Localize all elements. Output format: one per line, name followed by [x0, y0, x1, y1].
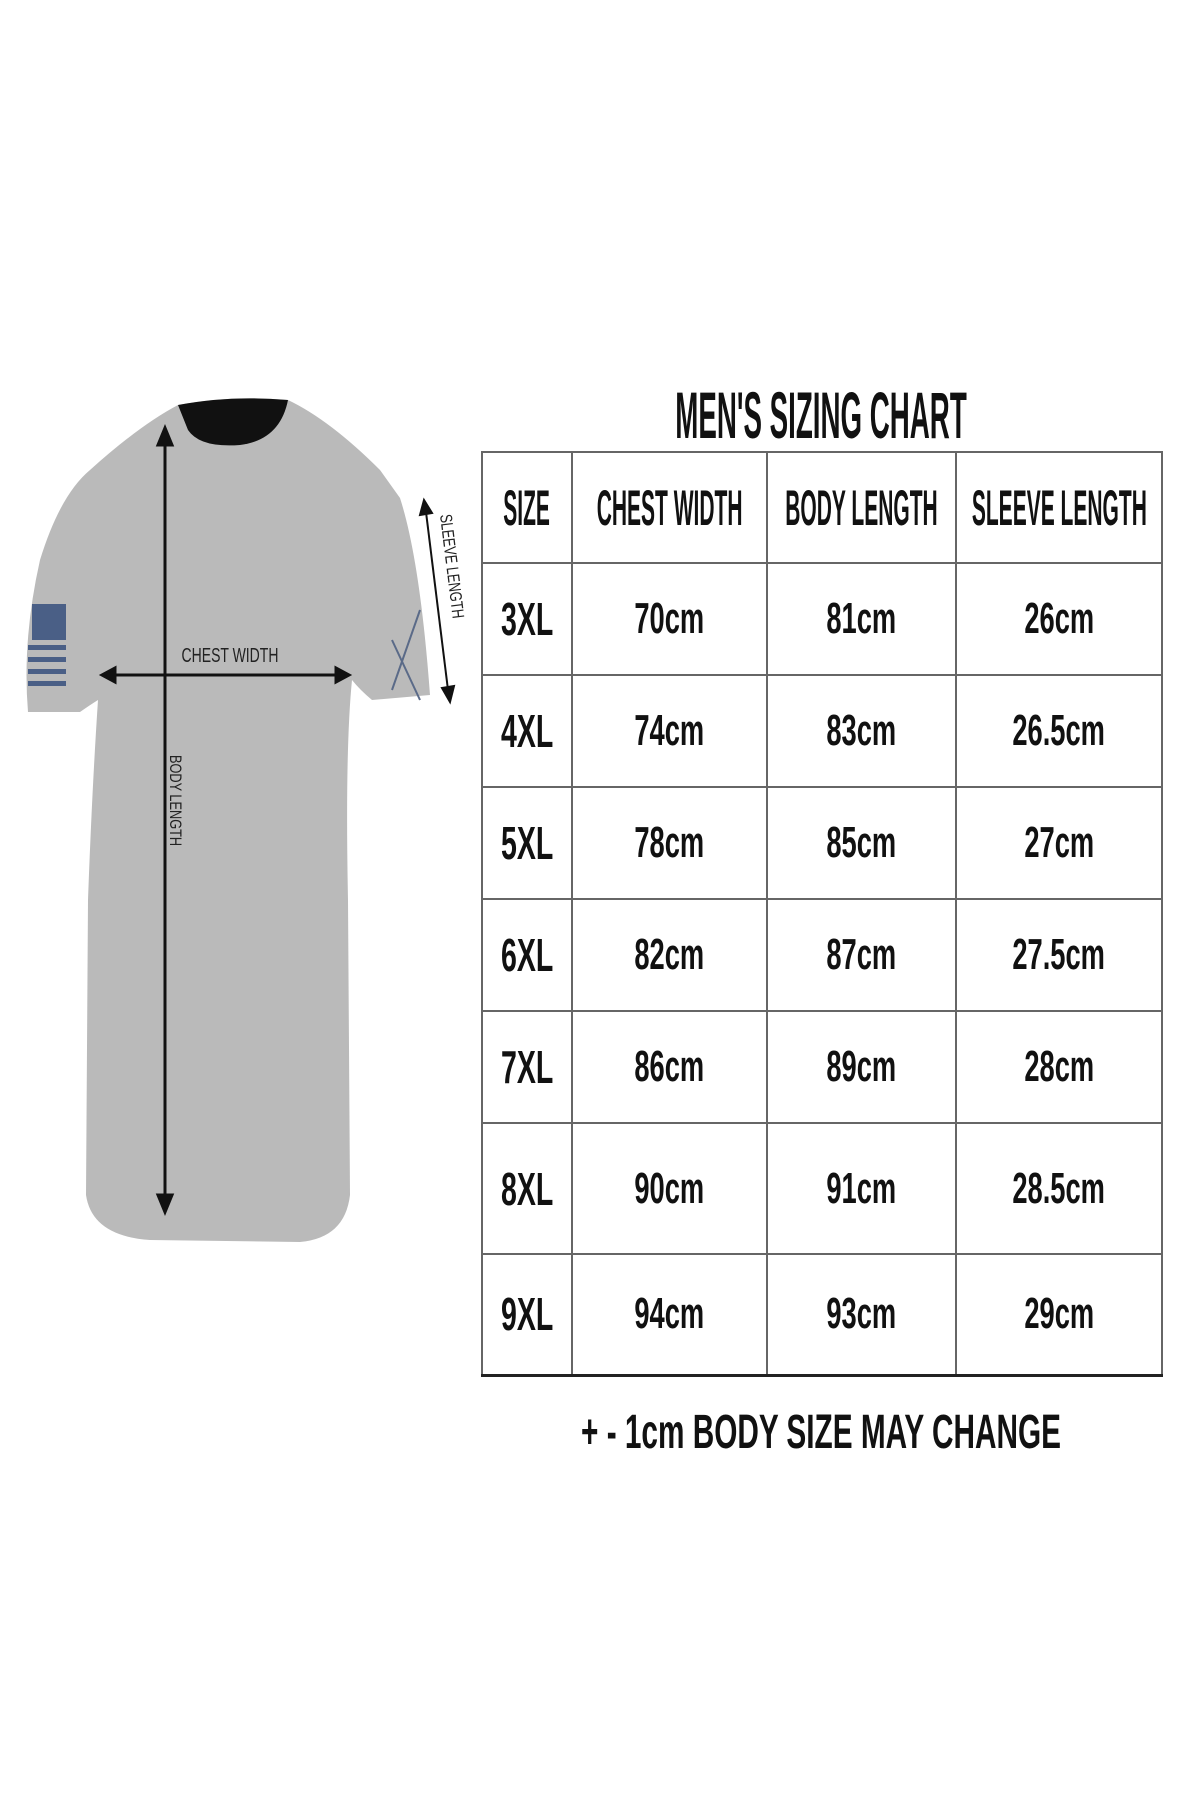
cell-sleeve-length: 26cm	[955, 562, 1163, 676]
table-row: 4XL 74cm 83cm 26.5cm	[481, 674, 1163, 788]
table-row: 5XL 78cm 85cm 27cm	[481, 786, 1163, 900]
sizing-table: SIZE CHEST WIDTH BODY LENGTH SLEEVE LENG…	[481, 451, 1163, 1377]
cell-size: 8XL	[481, 1122, 573, 1255]
cell-sleeve-length: 28.5cm	[955, 1122, 1163, 1255]
body-length-arrow	[155, 424, 175, 1216]
cell-size: 5XL	[481, 786, 573, 900]
size-value: 8XL	[500, 1162, 554, 1215]
sleeve-length-label: SLEEVE LENGTH	[436, 513, 468, 619]
sleeve-length-value: 26cm	[1024, 594, 1094, 643]
tshirt-collar	[178, 398, 288, 446]
tshirt-body	[26, 398, 430, 1242]
chest-width-value: 78cm	[634, 818, 705, 867]
cell-body-length: 87cm	[766, 898, 957, 1012]
cell-body-length: 81cm	[766, 562, 957, 676]
size-value: 4XL	[500, 705, 554, 757]
cell-chest-width: 90cm	[571, 1122, 768, 1255]
cell-body-length: 85cm	[766, 786, 957, 900]
chest-width-value: 70cm	[634, 594, 705, 643]
cell-size: 4XL	[481, 674, 573, 788]
body-length-value: 81cm	[826, 594, 897, 643]
cell-size: 3XL	[481, 562, 573, 676]
body-length-value: 93cm	[826, 1289, 897, 1339]
table-row: 3XL 70cm 81cm 26cm	[481, 562, 1163, 676]
sleeve-length-value: 28cm	[1024, 1042, 1094, 1091]
table-row: 6XL 82cm 87cm 27.5cm	[481, 898, 1163, 1012]
body-length-value: 91cm	[826, 1163, 897, 1213]
header-chest-width: CHEST WIDTH	[571, 451, 768, 564]
chart-title: MEN'S SIZING CHART	[675, 378, 967, 452]
cell-chest-width: 78cm	[571, 786, 768, 900]
header-size: SIZE	[481, 451, 573, 564]
sleeve-length-arrow	[418, 497, 456, 705]
size-value: 5XL	[500, 817, 554, 869]
sleeve-logo-icon	[391, 609, 421, 701]
cell-body-length: 93cm	[766, 1253, 957, 1377]
footer-note: + - 1cm BODY SIZE MAY CHANGE	[581, 1406, 1061, 1459]
tshirt-illustration: CHEST WIDTH BODY LENGTH SLEEVE LENGTH	[26, 398, 468, 1242]
cell-sleeve-length: 29cm	[955, 1253, 1163, 1377]
cell-size: 9XL	[481, 1253, 573, 1377]
size-value: 3XL	[500, 593, 554, 645]
body-length-value: 89cm	[826, 1042, 897, 1091]
chest-width-arrow	[98, 665, 353, 685]
size-value: 6XL	[500, 929, 554, 981]
cell-sleeve-length: 28cm	[955, 1010, 1163, 1124]
cell-chest-width: 94cm	[571, 1253, 768, 1377]
cell-chest-width: 70cm	[571, 562, 768, 676]
chest-width-label: CHEST WIDTH	[182, 643, 279, 666]
size-value: 9XL	[500, 1288, 554, 1341]
cell-chest-width: 82cm	[571, 898, 768, 1012]
chest-width-value: 86cm	[634, 1042, 705, 1091]
body-length-value: 87cm	[826, 930, 897, 979]
table-row: 9XL 94cm 93cm 29cm	[481, 1253, 1163, 1377]
cell-size: 7XL	[481, 1010, 573, 1124]
cell-sleeve-length: 27.5cm	[955, 898, 1163, 1012]
cell-chest-width: 86cm	[571, 1010, 768, 1124]
header-body-length: BODY LENGTH	[766, 451, 957, 564]
chest-width-value: 82cm	[634, 930, 705, 979]
body-length-label: BODY LENGTH	[165, 755, 184, 846]
table-header-row: SIZE CHEST WIDTH BODY LENGTH SLEEVE LENG…	[481, 451, 1163, 564]
chest-width-value: 74cm	[634, 706, 705, 755]
size-value: 7XL	[500, 1041, 554, 1093]
cell-body-length: 83cm	[766, 674, 957, 788]
sleeve-length-value: 26.5cm	[1012, 706, 1106, 755]
cell-chest-width: 74cm	[571, 674, 768, 788]
table-row: 8XL 90cm 91cm 28.5cm	[481, 1122, 1163, 1255]
sleeve-length-value: 29cm	[1024, 1289, 1094, 1339]
chest-width-value: 90cm	[634, 1163, 705, 1213]
sleeve-length-value: 27cm	[1024, 818, 1094, 867]
cell-sleeve-length: 26.5cm	[955, 674, 1163, 788]
sleeve-length-value: 28.5cm	[1012, 1163, 1106, 1213]
body-length-value: 83cm	[826, 706, 897, 755]
cell-sleeve-length: 27cm	[955, 786, 1163, 900]
cell-size: 6XL	[481, 898, 573, 1012]
cell-body-length: 89cm	[766, 1010, 957, 1124]
cell-body-length: 91cm	[766, 1122, 957, 1255]
table-row: 7XL 86cm 89cm 28cm	[481, 1010, 1163, 1124]
sleeve-length-value: 27.5cm	[1012, 930, 1106, 979]
header-sleeve-length: SLEEVE LENGTH	[955, 451, 1163, 564]
chest-width-value: 94cm	[634, 1289, 705, 1339]
flag-icon	[28, 604, 66, 686]
body-length-value: 85cm	[826, 818, 897, 867]
